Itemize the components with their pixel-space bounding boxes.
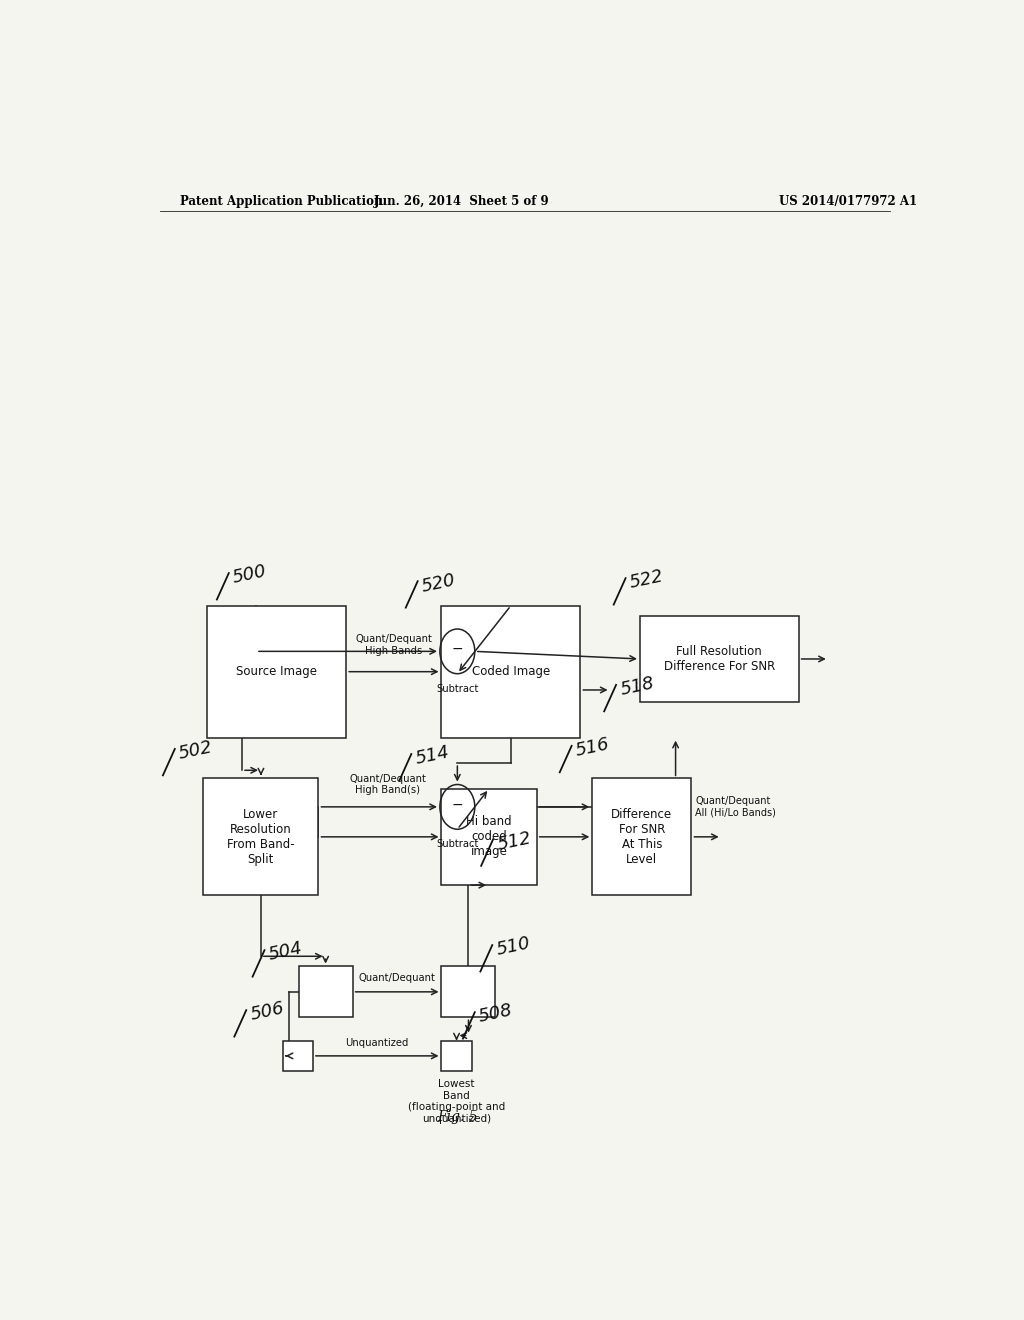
- Text: Fig. 5: Fig. 5: [437, 1110, 477, 1123]
- Text: Coded Image: Coded Image: [472, 665, 550, 678]
- Text: 510: 510: [495, 935, 532, 960]
- FancyBboxPatch shape: [207, 606, 346, 738]
- Text: Quant/Dequant
High Band(s): Quant/Dequant High Band(s): [349, 774, 426, 796]
- Text: Quant/Dequant: Quant/Dequant: [358, 973, 435, 982]
- FancyBboxPatch shape: [441, 606, 581, 738]
- Text: Hi band
coded
image: Hi band coded image: [466, 816, 512, 858]
- Text: −: −: [452, 797, 463, 812]
- Text: 512: 512: [496, 829, 532, 854]
- Text: Full Resolution
Difference For SNR: Full Resolution Difference For SNR: [664, 645, 775, 673]
- Text: Subtract: Subtract: [436, 684, 478, 694]
- Text: Jun. 26, 2014  Sheet 5 of 9: Jun. 26, 2014 Sheet 5 of 9: [374, 194, 549, 207]
- FancyBboxPatch shape: [640, 615, 799, 702]
- Text: Difference
For SNR
At This
Level: Difference For SNR At This Level: [611, 808, 673, 866]
- FancyBboxPatch shape: [592, 779, 691, 895]
- Text: Lower
Resolution
From Band-
Split: Lower Resolution From Band- Split: [227, 808, 295, 866]
- FancyBboxPatch shape: [441, 1040, 472, 1071]
- FancyBboxPatch shape: [299, 966, 352, 1018]
- Text: Lowest
Band
(floating-point and
unquantized): Lowest Band (floating-point and unquanti…: [408, 1080, 505, 1125]
- Text: Quant/Dequant
All (Hi/Lo Bands): Quant/Dequant All (Hi/Lo Bands): [695, 796, 776, 817]
- Text: 520: 520: [420, 570, 458, 595]
- Text: Patent Application Publication: Patent Application Publication: [179, 194, 382, 207]
- FancyBboxPatch shape: [283, 1040, 313, 1071]
- Text: 514: 514: [414, 743, 452, 768]
- FancyBboxPatch shape: [204, 779, 318, 895]
- Text: −: −: [452, 643, 463, 656]
- Text: US 2014/0177972 A1: US 2014/0177972 A1: [778, 194, 916, 207]
- Text: 516: 516: [574, 735, 611, 760]
- Text: 504: 504: [267, 940, 304, 965]
- Text: Source Image: Source Image: [237, 665, 317, 678]
- Text: 506: 506: [249, 999, 286, 1024]
- FancyBboxPatch shape: [441, 788, 537, 886]
- Text: 518: 518: [618, 675, 656, 700]
- Text: 508: 508: [477, 1002, 515, 1027]
- Text: 500: 500: [231, 562, 268, 587]
- Text: Unquantized: Unquantized: [345, 1038, 409, 1048]
- Text: Quant/Dequant
High Bands: Quant/Dequant High Bands: [355, 635, 432, 656]
- Text: 522: 522: [628, 568, 666, 593]
- FancyBboxPatch shape: [441, 966, 496, 1018]
- Text: 502: 502: [177, 738, 215, 763]
- Text: Subtract: Subtract: [436, 840, 478, 849]
